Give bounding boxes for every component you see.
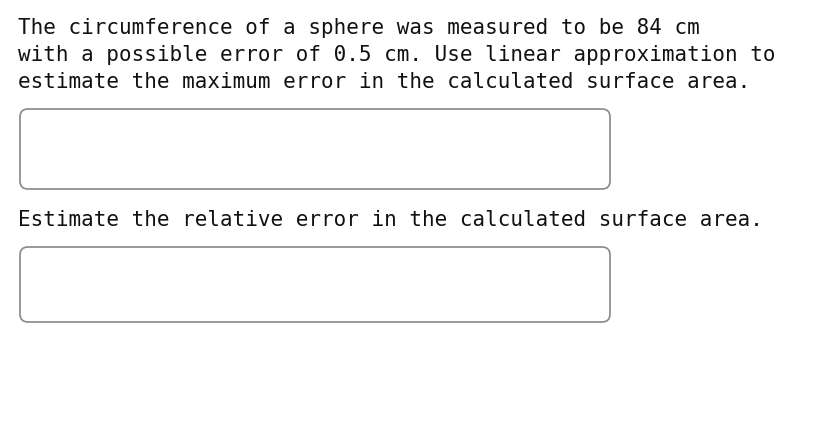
FancyBboxPatch shape [20, 247, 609, 322]
Text: Estimate the relative error in the calculated surface area.: Estimate the relative error in the calcu… [18, 209, 762, 230]
FancyBboxPatch shape [20, 110, 609, 190]
Text: The circumference of a sphere was measured to be 84 cm: The circumference of a sphere was measur… [18, 18, 699, 38]
Text: estimate the maximum error in the calculated surface area.: estimate the maximum error in the calcul… [18, 72, 749, 92]
Text: with a possible error of 0.5 cm. Use linear approximation to: with a possible error of 0.5 cm. Use lin… [18, 45, 775, 65]
